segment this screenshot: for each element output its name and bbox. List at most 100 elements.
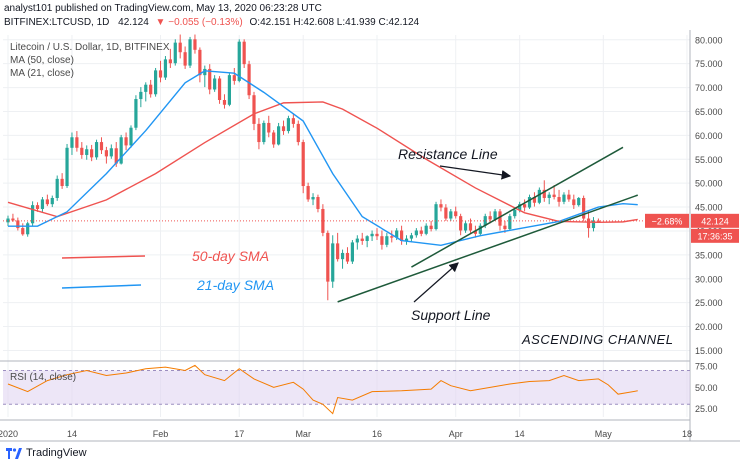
candle xyxy=(596,218,600,222)
candle xyxy=(257,118,261,150)
candle xyxy=(16,217,20,231)
candle-body xyxy=(527,197,532,208)
candle xyxy=(85,145,89,160)
candle xyxy=(203,65,207,88)
candle-body xyxy=(350,242,354,262)
candle xyxy=(591,217,596,232)
candle-body xyxy=(149,84,153,95)
candle xyxy=(80,142,84,159)
candle-body xyxy=(188,39,192,66)
candle xyxy=(193,34,197,54)
candle-body xyxy=(582,197,586,219)
candle-body xyxy=(586,218,591,229)
resistance-line-label: Resistance Line xyxy=(398,146,498,162)
candle xyxy=(60,173,64,189)
candle-body xyxy=(198,49,202,76)
candle-body xyxy=(296,123,300,143)
candle-body xyxy=(237,41,241,81)
candle xyxy=(459,213,463,236)
candle xyxy=(523,199,527,212)
candle xyxy=(552,185,556,200)
candle xyxy=(444,204,448,221)
candle-body xyxy=(434,204,438,230)
time-tick-label: 17 xyxy=(234,429,244,439)
candle-body xyxy=(178,42,182,53)
candle xyxy=(222,94,227,109)
candle xyxy=(582,195,586,221)
candle xyxy=(45,194,49,207)
candle-body xyxy=(291,118,295,124)
candle xyxy=(65,143,69,188)
candle-body xyxy=(267,122,271,133)
time-tick-label: 18 xyxy=(682,429,692,439)
candle xyxy=(360,232,364,245)
candle-body xyxy=(468,223,473,231)
candle xyxy=(109,144,113,159)
candle xyxy=(134,95,138,131)
candle-body xyxy=(90,149,94,158)
candle-body xyxy=(316,197,320,209)
published-line: analyst101 published on TradingView.com,… xyxy=(4,3,322,14)
candle xyxy=(513,208,517,219)
candle-body xyxy=(355,238,359,243)
price-tick-label: 65.000 xyxy=(695,107,723,117)
candle-body xyxy=(262,122,266,143)
ticker-change: ▼ −0.055 (−0.13%) xyxy=(155,17,243,28)
candle-body xyxy=(65,147,69,187)
candle-body xyxy=(306,186,310,200)
ma21-line xyxy=(8,70,638,247)
ma50-line xyxy=(7,101,638,224)
candle xyxy=(31,201,35,227)
price-tick-label: 20.000 xyxy=(695,322,723,332)
time-tick-label: Mar xyxy=(295,429,311,439)
candle-body xyxy=(547,194,551,198)
candle xyxy=(532,192,537,207)
candle-body xyxy=(163,59,168,78)
candle-body xyxy=(562,194,566,202)
candle-body xyxy=(493,211,497,220)
candle-body xyxy=(104,150,108,157)
candle xyxy=(124,132,128,151)
candle-body xyxy=(45,199,49,205)
candle-body xyxy=(321,208,325,233)
sma21-label: 21-day SMA xyxy=(197,277,275,293)
candle xyxy=(183,46,187,69)
support-line xyxy=(337,194,639,303)
candle xyxy=(336,232,340,262)
candle-body xyxy=(272,132,276,145)
candle-body xyxy=(400,230,404,241)
candle-body xyxy=(375,233,379,237)
candle xyxy=(227,72,231,107)
candle-body xyxy=(345,252,350,262)
candle xyxy=(468,218,473,233)
candle-body xyxy=(40,199,45,209)
candle xyxy=(286,115,291,134)
candle xyxy=(434,201,438,231)
price-tick-label: 30.000 xyxy=(695,274,723,284)
resistance-arrow xyxy=(439,165,512,180)
candle xyxy=(301,139,305,194)
candle xyxy=(331,235,335,288)
candle-body xyxy=(552,194,556,198)
candle xyxy=(326,230,330,301)
candle xyxy=(390,230,394,243)
candle xyxy=(213,75,217,92)
candle xyxy=(267,115,271,138)
ma50-legend: MA (50, close) xyxy=(10,55,74,66)
candle xyxy=(208,64,212,95)
candle xyxy=(26,221,30,237)
resistance-line xyxy=(411,146,624,268)
candle-body xyxy=(557,197,561,202)
candle-body xyxy=(158,70,163,78)
candle xyxy=(99,137,104,155)
candle xyxy=(104,146,108,164)
time-tick-label: May xyxy=(595,429,613,439)
candle xyxy=(6,215,10,227)
candle-body xyxy=(80,147,84,155)
candle-body xyxy=(385,236,389,245)
candle-body xyxy=(99,142,104,151)
candle-body xyxy=(326,232,330,282)
candle-body xyxy=(222,100,227,105)
candle-body xyxy=(31,205,35,224)
